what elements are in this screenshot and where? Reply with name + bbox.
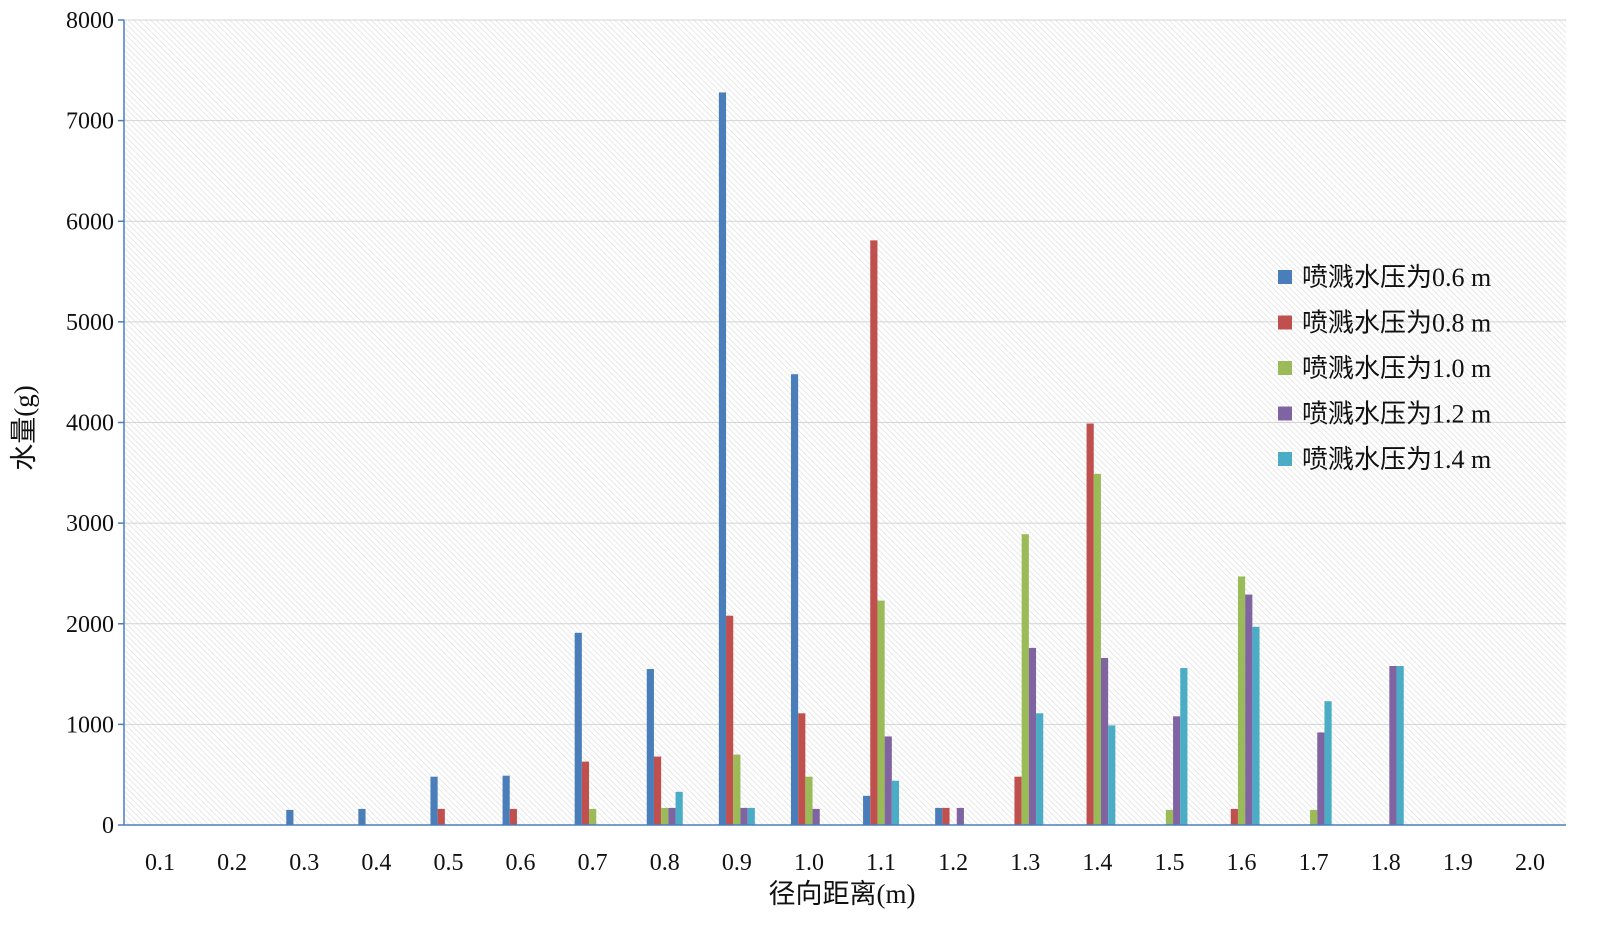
bar [1100, 657, 1109, 825]
bar [646, 669, 654, 825]
bar [574, 632, 582, 825]
bar [942, 807, 950, 825]
bar [1165, 809, 1174, 825]
legend-swatch [1278, 406, 1292, 421]
x-tick-label: 1.7 [1299, 850, 1329, 876]
bar [891, 780, 900, 825]
x-tick-label: 0.1 [145, 850, 175, 876]
bar [805, 776, 813, 825]
axes: 0 1000 2000 3000 4000 5000 6000 7000 8000 0.1 0.2 0… [66, 8, 1566, 876]
x-tick-label: 1.5 [1154, 850, 1184, 876]
bar [863, 795, 871, 825]
x-tick-label: 1.8 [1371, 850, 1401, 876]
bar [870, 240, 878, 825]
y-tick-label: 8000 [66, 8, 114, 34]
bar [1245, 594, 1253, 825]
bar [1389, 666, 1397, 825]
bar [1180, 668, 1188, 825]
bar [718, 92, 727, 825]
y-tick-label: 5000 [66, 310, 114, 336]
bar [589, 808, 597, 825]
bar [1086, 423, 1094, 825]
bar [1324, 701, 1332, 825]
legend: 喷溅水压为0.6 m 喷溅水压为0.8 m 喷溅水压为1.0 m 喷溅水压为1.2 m… [1278, 263, 1491, 474]
bar [437, 808, 445, 825]
bar [1173, 716, 1181, 825]
bar [733, 754, 741, 825]
bar [581, 761, 590, 825]
bar [740, 807, 748, 825]
bar [812, 808, 820, 825]
x-axis-title: 径向距离(m) [769, 879, 916, 909]
x-tick-label: 1.3 [1010, 850, 1040, 876]
x-tick-label: 0.3 [289, 850, 319, 876]
x-tick-label: 1.9 [1443, 850, 1473, 876]
bar [1230, 808, 1238, 825]
legend-swatch [1278, 270, 1292, 284]
bar [661, 807, 669, 825]
bar [877, 600, 885, 825]
legend-swatch [1278, 452, 1292, 466]
x-tick-label: 0.8 [650, 850, 680, 876]
bar [1310, 809, 1318, 825]
bar [1021, 534, 1029, 825]
bar [675, 791, 683, 825]
x-tick-label: 0.9 [722, 850, 752, 876]
legend-label: 喷溅水压为1.0 m [1302, 354, 1491, 383]
bar [798, 713, 806, 825]
bar [747, 807, 755, 825]
gridlines [124, 19, 1566, 725]
bar [1108, 725, 1116, 825]
bar [956, 807, 964, 825]
bar [430, 776, 438, 825]
y-tick-label: 7000 [66, 109, 114, 135]
y-axis-title: 水量(g) [9, 385, 39, 470]
legend-label: 喷溅水压为1.2 m [1302, 400, 1491, 429]
bar [1396, 666, 1404, 825]
y-tick-label: 6000 [66, 209, 114, 235]
x-tick-label: 0.4 [361, 850, 391, 876]
bar [884, 736, 892, 825]
bar [1237, 576, 1246, 825]
bar [1036, 713, 1044, 825]
bar [668, 807, 676, 825]
bar [286, 809, 294, 825]
legend-label: 喷溅水压为1.4 m [1302, 445, 1491, 474]
bar [790, 374, 799, 825]
y-tick-label: 1000 [66, 712, 114, 738]
bar [1317, 732, 1325, 825]
legend-swatch [1278, 315, 1292, 330]
y-tick-label: 4000 [66, 411, 114, 437]
bar [1093, 473, 1101, 825]
y-tick-label: 2000 [66, 612, 114, 638]
y-tick-label: 3000 [66, 511, 114, 537]
bar [653, 756, 662, 825]
x-tick-label: 2.0 [1515, 850, 1545, 876]
bar [1028, 647, 1037, 825]
bar [358, 808, 366, 825]
y-tick-label: 0 [102, 813, 114, 839]
bar [726, 615, 734, 825]
bars [286, 92, 1404, 825]
x-tick-label: 1.0 [794, 850, 824, 876]
legend-label: 喷溅水压为0.6 m [1302, 263, 1491, 292]
legend-label: 喷溅水压为0.8 m [1302, 309, 1491, 338]
bar [1014, 776, 1022, 825]
x-tick-label: 1.1 [866, 850, 896, 876]
x-tick-label: 1.4 [1082, 850, 1112, 876]
x-tick-label: 0.2 [217, 850, 247, 876]
bar [1252, 626, 1260, 825]
bar [935, 807, 943, 825]
x-tick-label: 0.5 [433, 850, 463, 876]
legend-swatch [1278, 361, 1292, 375]
bar [509, 808, 517, 825]
bar [502, 775, 510, 825]
x-tick-label: 1.6 [1227, 850, 1257, 876]
x-tick-label: 1.2 [938, 850, 968, 876]
x-tick-label: 0.6 [506, 850, 536, 876]
x-tick-label: 0.7 [578, 850, 608, 876]
